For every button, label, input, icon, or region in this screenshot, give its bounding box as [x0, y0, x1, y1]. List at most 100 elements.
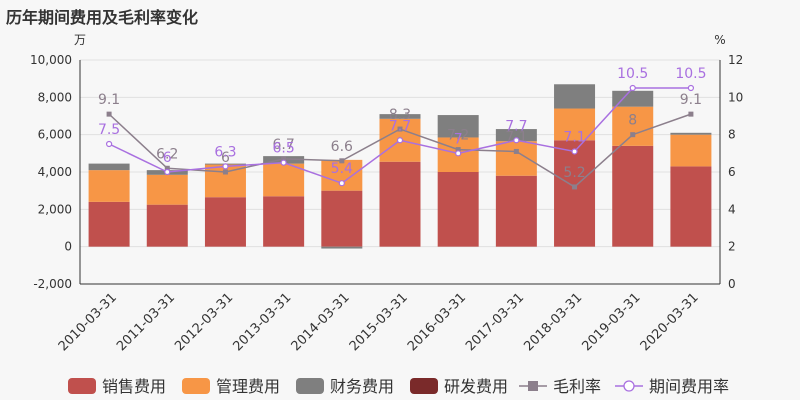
bar-segment [379, 114, 421, 119]
x-tick-label: 2016-03-31 [405, 290, 469, 354]
series-point [338, 180, 345, 187]
series-point [397, 126, 403, 132]
legend-label: 研发费用 [444, 377, 508, 396]
data-label: 7.7 [505, 118, 527, 134]
bar-segment [670, 134, 712, 167]
series-point [629, 84, 636, 92]
data-label: 9.1 [98, 92, 120, 108]
bar-segment [379, 161, 421, 247]
data-label: 7.1 [563, 129, 585, 145]
right-tick-label: 10 [728, 90, 743, 104]
data-label: 7 [454, 131, 463, 147]
bar-segment [612, 145, 654, 247]
left-axis-unit: 万 [74, 33, 86, 47]
legend-label: 管理费用 [216, 377, 280, 396]
legend-swatch [182, 378, 210, 394]
right-tick-label: 2 [728, 240, 736, 254]
left-tick-label: 2,000 [38, 202, 72, 216]
data-label: 10.5 [617, 66, 648, 82]
left-tick-label: -2,000 [33, 277, 72, 291]
right-tick-label: 12 [728, 53, 743, 67]
data-label: 5.2 [563, 165, 585, 181]
left-tick-label: 10,000 [30, 53, 72, 67]
data-label: 5.4 [331, 161, 353, 177]
series-point [513, 137, 520, 144]
data-label: 6 [163, 150, 172, 166]
series-point [222, 163, 229, 170]
bar-segment [146, 174, 188, 205]
data-label: 7.5 [98, 122, 120, 138]
left-tick-label: 6,000 [38, 128, 72, 142]
series-point [164, 168, 171, 176]
x-tick-label: 2011-03-31 [114, 290, 178, 354]
legend-swatch [296, 378, 324, 394]
data-label: 6 [221, 150, 230, 166]
right-tick-label: 0 [728, 277, 736, 291]
x-tick-label: 2017-03-31 [463, 290, 527, 354]
x-tick-label: 2014-03-31 [289, 290, 353, 354]
legend-swatch [68, 378, 96, 394]
bar-segment [495, 175, 537, 247]
series-point [687, 84, 695, 92]
x-tick-label: 2012-03-31 [172, 290, 236, 354]
bar-segment [612, 106, 654, 146]
legend-label: 销售费用 [102, 377, 166, 396]
legend-marker [623, 380, 635, 392]
legend-label: 期间费用率 [649, 377, 729, 396]
bar-segment [263, 163, 305, 197]
series-point [164, 165, 170, 171]
data-label: 6.2 [156, 146, 178, 162]
data-label: 8 [628, 113, 637, 129]
legend-label: 毛利率 [553, 377, 601, 396]
bar-segment [554, 84, 596, 109]
data-label: 6.3 [214, 144, 236, 160]
series-point [339, 158, 345, 164]
bar-segment [321, 246, 363, 249]
legend-label: 财务费用 [330, 377, 394, 396]
left-tick-label: 0 [64, 240, 72, 254]
series-point [106, 111, 112, 117]
bar-segment [554, 108, 596, 141]
bar-segment [612, 90, 654, 107]
bar-segment [437, 172, 479, 247]
legend-marker [528, 381, 538, 391]
bar-segment [321, 190, 363, 247]
x-tick-label: 2015-03-31 [347, 290, 411, 354]
series-point [455, 147, 461, 153]
bar-segment [88, 201, 130, 247]
series-point [222, 169, 228, 175]
bar-segment [670, 166, 712, 247]
data-label: 10.5 [675, 66, 706, 82]
series-point [396, 137, 404, 144]
series-point [281, 156, 287, 162]
data-label: 9.1 [680, 92, 702, 108]
bar-segment [670, 132, 712, 135]
bar-segment [88, 163, 130, 171]
right-tick-label: 6 [728, 165, 736, 179]
right-axis-unit: % [714, 33, 725, 47]
series-point [455, 150, 462, 157]
series-point [571, 148, 578, 155]
series-point [572, 184, 578, 190]
data-label: 7.2 [447, 128, 469, 144]
bar-segment [495, 129, 537, 142]
data-label: 8.3 [389, 107, 411, 123]
chart-title: 历年期间费用及毛利率变化 [6, 8, 199, 27]
bar-segment [495, 141, 537, 176]
x-tick-label: 2013-03-31 [230, 290, 294, 354]
right-tick-label: 8 [728, 128, 736, 142]
bar-segment [263, 196, 305, 247]
series-point [105, 140, 113, 148]
bar-segment [204, 197, 246, 247]
data-label: 7.7 [389, 118, 411, 134]
data-label: 6.5 [273, 141, 295, 157]
right-tick-label: 4 [728, 202, 736, 216]
x-tick-label: 2019-03-31 [580, 290, 644, 354]
bar-segment [437, 115, 479, 138]
bar-segment [554, 140, 596, 247]
data-label: 6.6 [331, 139, 353, 155]
data-label: 6.7 [273, 137, 295, 153]
series-point [630, 132, 636, 138]
